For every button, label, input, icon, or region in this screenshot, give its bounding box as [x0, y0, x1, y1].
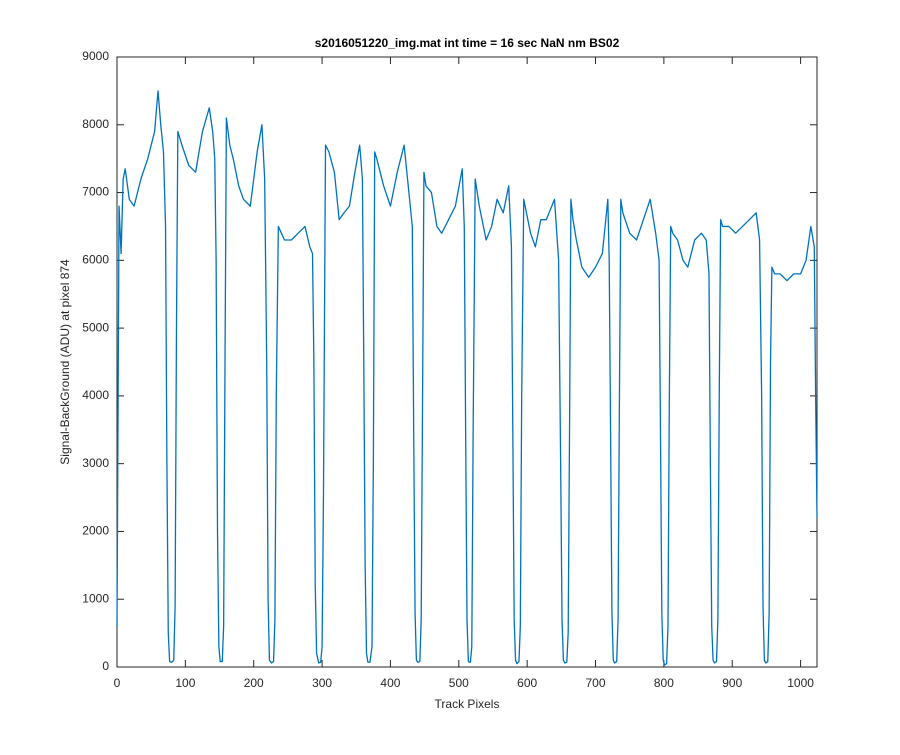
y-tick-label: 3000 [82, 456, 109, 470]
y-tick-label: 5000 [82, 320, 109, 334]
y-tick-label: 1000 [82, 591, 109, 605]
data-line [116, 90, 818, 666]
x-tick-label: 1000 [787, 676, 814, 690]
x-tick-label: 100 [175, 676, 195, 690]
x-tick-label: 700 [586, 676, 606, 690]
chart-title: s2016051220_img.mat int time = 16 sec Na… [315, 36, 620, 50]
x-tick-label: 200 [244, 676, 264, 690]
x-tick-label: 600 [517, 676, 537, 690]
y-tick-label: 8000 [82, 117, 109, 131]
y-tick-label: 9000 [82, 49, 109, 63]
x-tick-label: 0 [114, 676, 121, 690]
y-axis-label: Signal-BackGround (ADU) at pixel 874 [58, 259, 72, 465]
x-tick-label: 500 [449, 676, 469, 690]
x-tick-label: 800 [654, 676, 674, 690]
x-axis-label: Track Pixels [435, 697, 500, 711]
y-tick-label: 4000 [82, 388, 109, 402]
y-tick-label: 2000 [82, 524, 109, 538]
y-tick-label: 7000 [82, 185, 109, 199]
x-tick-label: 300 [312, 676, 332, 690]
x-tick-label: 400 [380, 676, 400, 690]
y-tick-label: 6000 [82, 253, 109, 267]
x-tick-label: 900 [722, 676, 742, 690]
y-tick-label: 0 [102, 659, 109, 673]
